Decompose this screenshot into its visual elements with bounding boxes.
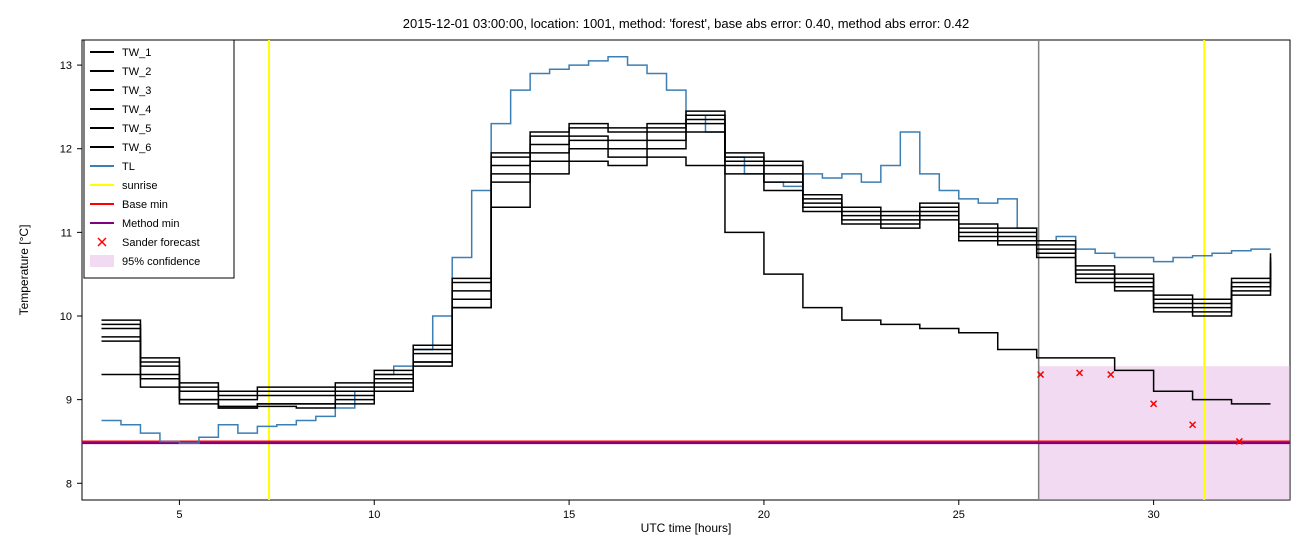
legend-label: Method min (122, 218, 179, 230)
y-axis-label: Temperature [°C] (17, 225, 31, 316)
legend-label: 95% confidence (122, 256, 200, 268)
y-tick-label: 11 (61, 227, 72, 239)
x-tick-label: 25 (953, 509, 965, 521)
y-tick-label: 9 (66, 395, 72, 407)
y-tick-label: 12 (60, 144, 72, 156)
legend-label: TW_3 (122, 85, 151, 97)
temperature-chart: 2015-12-01 03:00:00, location: 1001, met… (10, 10, 1301, 537)
legend-label: TW_2 (122, 66, 151, 78)
x-axis-label: UTC time [hours] (641, 521, 732, 535)
y-tick-label: 8 (66, 478, 72, 490)
x-tick-label: 20 (758, 509, 770, 521)
legend-label: TL (122, 161, 135, 173)
x-tick-label: 5 (176, 509, 182, 521)
chart-title: 2015-12-01 03:00:00, location: 1001, met… (403, 16, 969, 31)
legend-label: TW_4 (122, 104, 151, 116)
legend-label: TW_1 (122, 47, 151, 59)
legend-label: TW_5 (122, 123, 151, 135)
legend-label: TW_6 (122, 142, 151, 154)
x-tick-label: 15 (563, 509, 575, 521)
x-tick-label: 30 (1147, 509, 1159, 521)
legend-label: sunrise (122, 180, 157, 192)
confidence-band (1039, 366, 1290, 500)
legend-label: Sander forecast (122, 237, 200, 249)
x-tick-label: 10 (368, 509, 380, 521)
y-tick-label: 10 (60, 311, 72, 323)
chart-container: 2015-12-01 03:00:00, location: 1001, met… (10, 10, 1301, 537)
y-tick-label: 13 (60, 60, 72, 72)
legend-label: Base min (122, 199, 168, 211)
legend-swatch (90, 255, 114, 267)
